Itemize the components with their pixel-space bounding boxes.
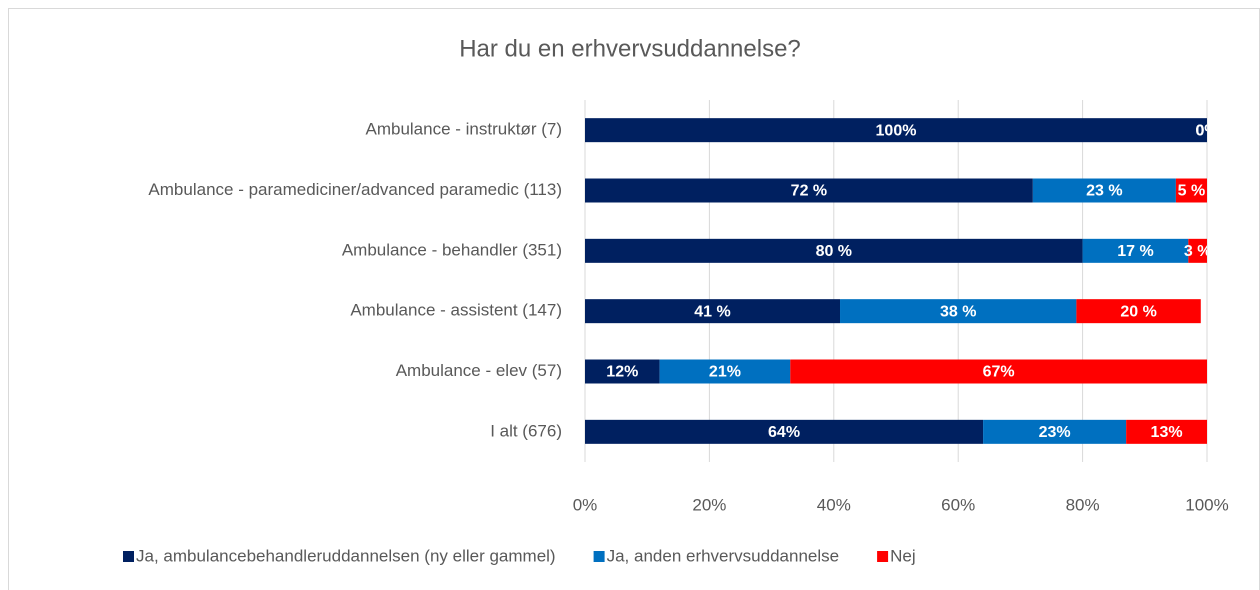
bar-segment — [585, 359, 660, 384]
bar-segment — [585, 238, 1083, 263]
bar-segment — [585, 419, 984, 444]
data-label: 0% — [1195, 122, 1218, 139]
bar-segment — [790, 359, 1207, 384]
bar-segment — [1032, 178, 1176, 203]
data-label: 23% — [1039, 424, 1071, 441]
bar-segment — [585, 178, 1033, 203]
bar-segment — [1082, 238, 1189, 263]
chart-title: Har du en erhvervsuddannelse? — [459, 35, 801, 62]
y-tick-label: Ambulance - instruktør (7) — [366, 120, 563, 139]
y-tick-label: Ambulance - assistent (147) — [350, 301, 562, 320]
legend-label: Ja, anden erhvervsuddannelse — [607, 546, 840, 565]
data-label: 80 % — [816, 243, 852, 260]
legend-swatch — [123, 551, 134, 562]
data-label: 72 % — [791, 183, 827, 200]
x-tick-label: 40% — [817, 495, 851, 514]
bar-segment — [1175, 178, 1207, 203]
data-label: 41 % — [694, 303, 730, 320]
x-tick-label: 20% — [692, 495, 726, 514]
data-label: 100% — [876, 122, 917, 139]
legend-swatch — [593, 551, 605, 562]
data-label: 5 % — [1178, 183, 1206, 200]
data-label: 0% — [1195, 122, 1218, 139]
x-tick-label: 80% — [1066, 495, 1100, 514]
y-tick-label: I alt (676) — [490, 421, 562, 440]
x-tick-label: 60% — [941, 495, 975, 514]
legend-label: Ja, ambulancebehandleruddannelsen (ny el… — [136, 546, 556, 565]
x-tick-label: 100% — [1185, 495, 1228, 514]
data-label: 67% — [983, 364, 1015, 381]
data-label: 21% — [709, 364, 741, 381]
bar-segment — [840, 299, 1077, 324]
data-label: 38 % — [940, 303, 976, 320]
data-label: 23 % — [1086, 183, 1122, 200]
y-tick-label: Ambulance - behandler (351) — [342, 240, 562, 259]
y-tick-label: Ambulance - paramediciner/advanced param… — [148, 180, 562, 199]
bar-segment — [585, 118, 1207, 143]
legend-label: Nej — [890, 546, 916, 565]
bar-segment — [585, 299, 841, 324]
data-label: 20 % — [1120, 303, 1156, 320]
data-label: 3 % — [1184, 243, 1212, 260]
y-tick-label: Ambulance - elev (57) — [396, 361, 562, 380]
legend-swatch — [877, 551, 889, 562]
bar-segment — [1188, 238, 1207, 263]
data-label: 17 % — [1117, 243, 1153, 260]
bar-segment — [983, 419, 1127, 444]
data-label: 12% — [606, 364, 638, 381]
x-tick-label: 0% — [573, 495, 598, 514]
data-label: 64% — [768, 424, 800, 441]
bar-segment — [1076, 299, 1201, 324]
data-label: 13% — [1151, 424, 1183, 441]
bar-segment — [659, 359, 791, 384]
bar-segment — [1126, 419, 1207, 444]
